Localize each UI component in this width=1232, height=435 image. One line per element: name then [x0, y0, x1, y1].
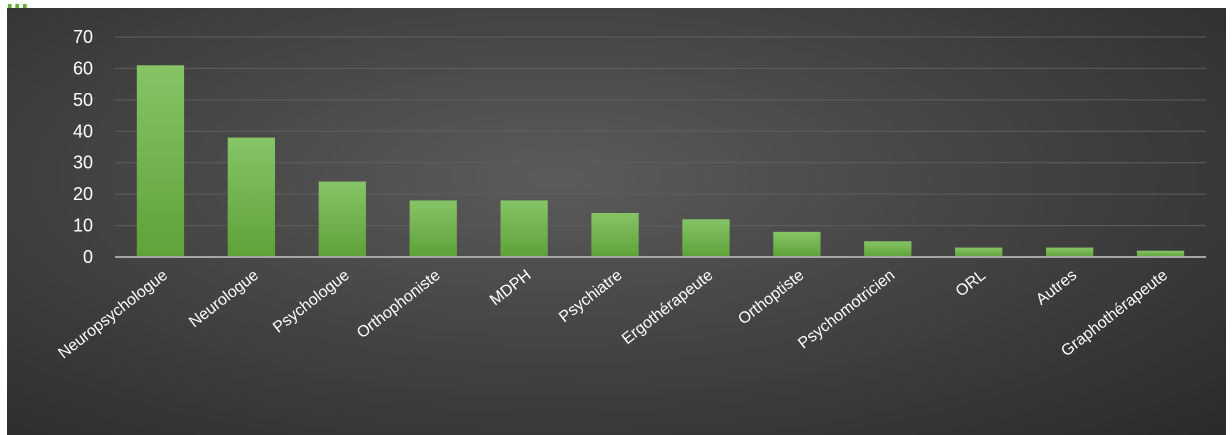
y-tick-labels: 0 10 20 30 40 50 60 70 — [73, 27, 93, 267]
x-tick-label: Psychiatre — [556, 267, 625, 326]
bar — [500, 200, 548, 257]
x-tick-label: Ergothérapeute — [619, 267, 716, 348]
y-tick-label: 20 — [73, 184, 93, 204]
bar — [682, 219, 730, 257]
bar — [773, 231, 821, 257]
y-tick-label: 0 — [83, 247, 93, 267]
y-tick-label: 60 — [73, 58, 93, 78]
y-tick-label: 30 — [73, 153, 93, 173]
bar — [955, 247, 1003, 257]
bar — [136, 65, 185, 258]
grid-lines — [115, 36, 1206, 227]
x-tick-label: Orthoptiste — [735, 267, 807, 329]
bar-chart: 0 10 20 30 40 50 60 70 Neuropsychologue Neurolog… — [55, 27, 1206, 363]
bar — [1045, 247, 1094, 257]
bar — [864, 241, 912, 257]
x-tick-label: MDPH — [487, 267, 535, 309]
category-labels: Neuropsychologue Neurologue Psychologue Ort… — [55, 267, 1171, 363]
bar — [227, 137, 276, 257]
x-tick-label: Neurologue — [186, 267, 262, 331]
bar — [318, 181, 366, 257]
x-tick-label: Psychomotricien — [795, 267, 898, 353]
y-tick-label: 50 — [73, 90, 93, 110]
y-tick-label: 40 — [73, 121, 93, 141]
bars — [136, 65, 1185, 258]
x-tick-label: Psychologue — [270, 267, 353, 337]
y-tick-label: 10 — [73, 216, 93, 236]
x-tick-label: Orthophoniste — [354, 267, 444, 342]
bar — [591, 213, 639, 257]
x-tick-label: Autres — [1033, 267, 1080, 309]
bar — [409, 200, 457, 257]
x-tick-label: ORL — [953, 267, 989, 301]
chart-area: 0 10 20 30 40 50 60 70 Neuropsychologue Neurolog… — [7, 8, 1226, 435]
x-tick-label: Neuropsychologue — [55, 267, 171, 363]
bar — [1136, 250, 1185, 257]
y-tick-label: 70 — [73, 27, 93, 47]
